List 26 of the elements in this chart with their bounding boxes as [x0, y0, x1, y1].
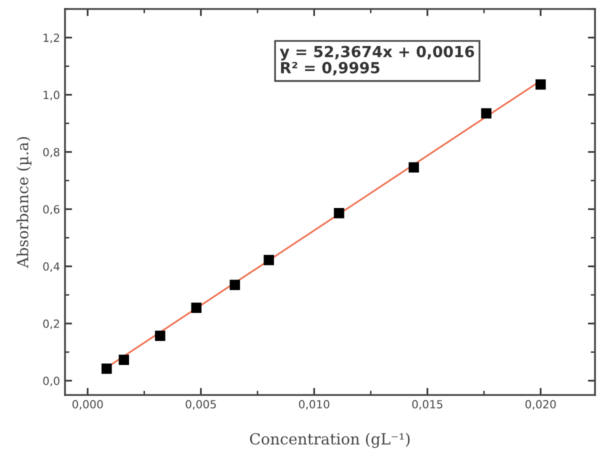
point: [481, 108, 492, 119]
point: [118, 354, 130, 365]
x-tick-label: 0,020: [525, 400, 556, 410]
point: [535, 79, 546, 90]
y-tick-label: 0,0: [43, 376, 60, 386]
y-tick-label: 0,2: [43, 319, 60, 330]
point: [230, 280, 240, 290]
point: [408, 162, 419, 173]
annotation: y = 52,3674x + 0,0016: [280, 46, 474, 60]
y-tick-label: 1,0: [44, 90, 60, 100]
point: [154, 330, 166, 341]
point: [191, 302, 202, 313]
annotation: R² = 0,9995: [281, 62, 380, 76]
y-tick-label: 0,8: [43, 148, 60, 158]
x-axis-title: Concentration (gL⁻¹): [250, 432, 410, 448]
point: [264, 254, 274, 266]
x-tick-label: 0,000: [72, 400, 103, 410]
y-tick-label: 0,4: [43, 262, 60, 272]
x-tick-label: 0,015: [412, 400, 442, 410]
point: [334, 208, 344, 218]
y-tick-label: 1,2: [44, 34, 60, 44]
x-tick-label: 0,005: [186, 400, 216, 410]
y-tick-label: 0,6: [43, 205, 60, 215]
point: [102, 364, 112, 374]
y-axis-title: Absorbance (µ.a): [16, 137, 32, 268]
x-tick-label: 0,010: [298, 400, 330, 410]
